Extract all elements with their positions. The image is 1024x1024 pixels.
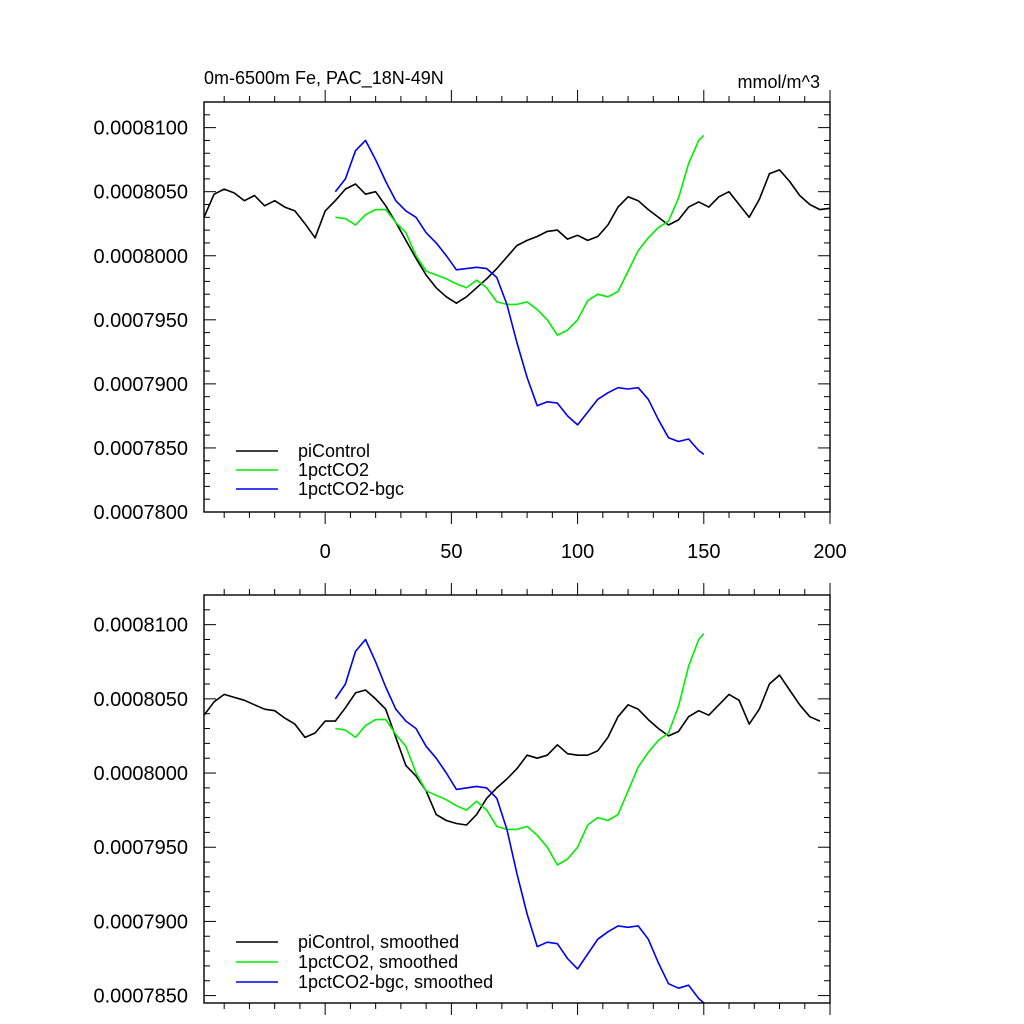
panel-title: 0m-6500m Fe, PAC_18N-49N — [204, 68, 444, 89]
y-tick-label: 0.0008100 — [93, 118, 188, 140]
axis-ticks: 0 50 100 150 200 0.0007800 0.0007850 0.0007900 0… — [93, 90, 847, 563]
y-tick-label: 0.0007950 — [93, 837, 188, 859]
y-tick-label: 0.0007900 — [93, 911, 188, 933]
legend-label: 1pctCO2 — [298, 460, 369, 480]
bottom-panel: 0.0007850 0.0007900 0.0007950 0.0008000 0.00… — [93, 583, 831, 1015]
series-line-2 — [335, 633, 705, 866]
x-tick-label: 0 — [320, 541, 331, 563]
x-tick-label: 50 — [440, 541, 462, 563]
series-line-3 — [334, 139, 705, 455]
series-lines — [203, 134, 831, 455]
y-tick-label: 0.0008000 — [93, 246, 188, 268]
plot-frame — [203, 101, 831, 513]
legend-label: 1pctCO2-bgc — [298, 479, 404, 499]
series-line-2 — [335, 134, 705, 337]
y-tick-label: 0.0007850 — [93, 986, 188, 1008]
y-tick-label: 0.0008050 — [93, 689, 188, 711]
y-tick-label: 0.0008050 — [93, 182, 188, 204]
y-tick-label: 0.0007900 — [93, 374, 188, 396]
y-tick-label: 0.0008000 — [93, 763, 188, 785]
series-line-3 — [334, 638, 705, 1004]
x-tick-label: 150 — [687, 541, 720, 563]
legend-label: 1pctCO2-bgc, smoothed — [298, 972, 493, 992]
legend-label: 1pctCO2, smoothed — [298, 952, 458, 972]
x-tick-label: 100 — [561, 541, 594, 563]
legend-label: piControl — [298, 441, 370, 461]
series-lines — [203, 633, 821, 1004]
series-line-1 — [203, 674, 821, 826]
y-tick-label: 0.0007950 — [93, 310, 188, 332]
top-panel: 0m-6500m Fe, PAC_18N-49N mmol/m^3 0 50 100… — [93, 68, 846, 563]
y-tick-label: 0.0007850 — [93, 438, 188, 460]
axis-ticks: 0.0007850 0.0007900 0.0007950 0.0008000 0.00… — [93, 583, 831, 1015]
units-label: mmol/m^3 — [738, 72, 820, 92]
y-tick-label: 0.0008100 — [93, 615, 188, 637]
legend-label: piControl, smoothed — [298, 932, 459, 952]
x-tick-label: 200 — [813, 541, 846, 563]
plot-frame — [203, 594, 831, 1004]
y-tick-label: 0.0007800 — [93, 502, 188, 524]
series-line-1 — [203, 169, 831, 305]
